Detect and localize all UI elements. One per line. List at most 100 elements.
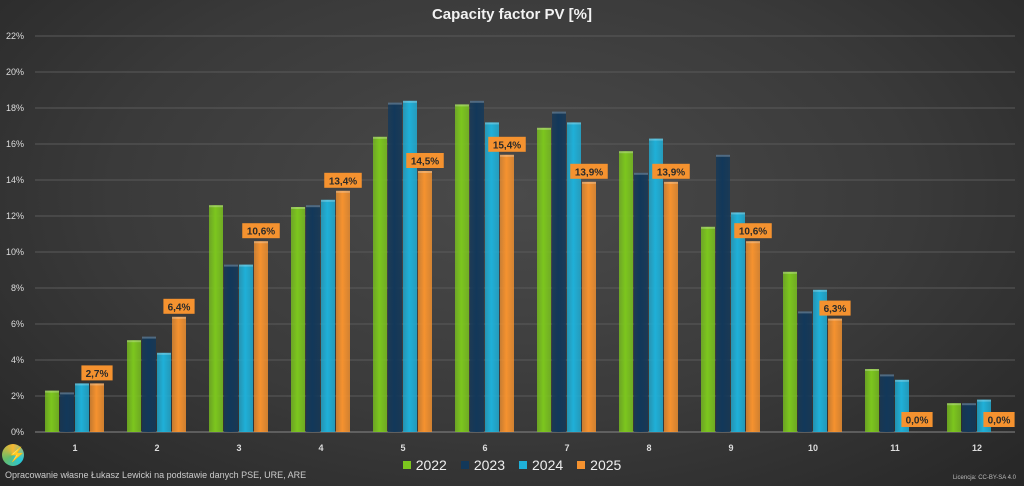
bar-highlight [306,205,320,208]
x-tick-label: 4 [318,443,323,453]
x-tick-label: 11 [890,443,900,453]
data-label-box [901,412,933,427]
bar-2023 [470,100,484,433]
bar-2025 [172,316,186,432]
bar-highlight [321,199,335,202]
legend-label: 2022 [415,457,447,473]
bar-2025 [582,181,596,432]
bar-highlight [500,154,514,157]
bar-highlight [716,154,730,157]
bar-highlight [157,352,171,355]
bar-highlight [373,136,387,139]
data-label-box [819,300,851,316]
bar-highlight [455,104,469,107]
bar-highlight [701,226,715,229]
y-tick-label: 4% [11,355,24,365]
bar-2022 [865,369,879,432]
bar-highlight [209,205,223,208]
bar-2024 [567,122,581,433]
data-label: 6,3% [824,304,847,315]
data-label-box [734,223,772,239]
bar-2023 [552,111,566,432]
bar-highlight [947,403,961,406]
bar-2025 [90,383,104,432]
chart-title: Capacity factor PV [%] [431,6,593,23]
legend-label: 2024 [532,457,564,473]
bar-2024 [485,122,499,433]
bar-2024 [157,352,171,432]
bar-highlight [880,374,894,377]
x-tick-label: 1 [72,443,77,453]
data-label: 2,7% [86,369,109,380]
bar-highlight [75,383,89,386]
bar-highlight [552,111,566,114]
data-label: 0,0% [988,416,1011,427]
bar-2025 [254,241,268,432]
y-tick-label: 8% [11,283,24,293]
x-tick-label: 5 [400,443,405,453]
bar-highlight [828,318,842,321]
bar-2022 [291,207,305,432]
y-tick-label: 18% [6,103,24,113]
bar-2024 [403,100,417,433]
bar-2022 [783,271,797,432]
bar-2022 [455,104,469,433]
y-tick-label: 10% [6,247,24,257]
x-tick-label: 7 [564,443,569,453]
data-label: 0,0% [906,416,929,427]
data-label-box [488,136,526,152]
bar-highlight [142,336,156,339]
bar-2025 [746,241,760,432]
bar-highlight [485,122,499,125]
legend-item-2022: 2022 [402,457,447,473]
bar-highlight [731,212,745,215]
bar-highlight [977,399,991,402]
bar-highlight [634,172,648,175]
bar-2022 [619,151,633,432]
bar-2025 [500,154,514,433]
x-tick-label: 9 [728,443,733,453]
bar-2022 [127,340,141,432]
data-label: 13,4% [329,176,357,187]
bar-highlight [127,340,141,343]
data-label: 13,9% [657,167,685,178]
x-tick-label: 10 [808,443,818,453]
bar-2022 [45,390,59,432]
bar-highlight [291,207,305,209]
bar-2022 [537,127,551,433]
y-tick-label: 2% [11,391,24,401]
data-label: 15,4% [493,140,521,151]
bar-2022 [701,226,715,432]
x-tick-label: 2 [154,443,159,453]
bar-2024 [321,199,335,432]
bar-highlight [962,403,976,406]
bar-2025 [336,190,350,432]
bar-highlight [403,100,417,103]
bar-2023 [880,374,894,432]
bar-highlight [224,264,238,267]
bar-highlight [865,369,879,371]
y-tick-label: 22% [6,31,24,41]
bar-highlight [649,138,663,141]
bar-highlight [582,181,596,184]
x-tick-label: 8 [646,443,651,453]
legend-swatch [519,461,527,469]
data-label-box [81,365,113,381]
y-tick-label: 16% [6,139,24,149]
bar-2023 [962,403,976,432]
legend-item-2023: 2023 [460,457,505,473]
data-label-box [983,412,1015,427]
bar-2023 [716,154,730,433]
data-label-box [242,223,280,239]
bar-highlight [470,100,484,103]
y-tick-label: 20% [6,67,24,77]
y-tick-label: 12% [6,211,24,221]
bar-highlight [418,171,432,173]
legend-item-2024: 2024 [519,457,563,473]
bar-highlight [45,390,59,393]
bar-2024 [239,264,253,432]
y-tick-label: 6% [11,319,24,329]
legend: 2022 2023 2024 2025 [0,457,1024,473]
data-label-box [652,163,690,179]
